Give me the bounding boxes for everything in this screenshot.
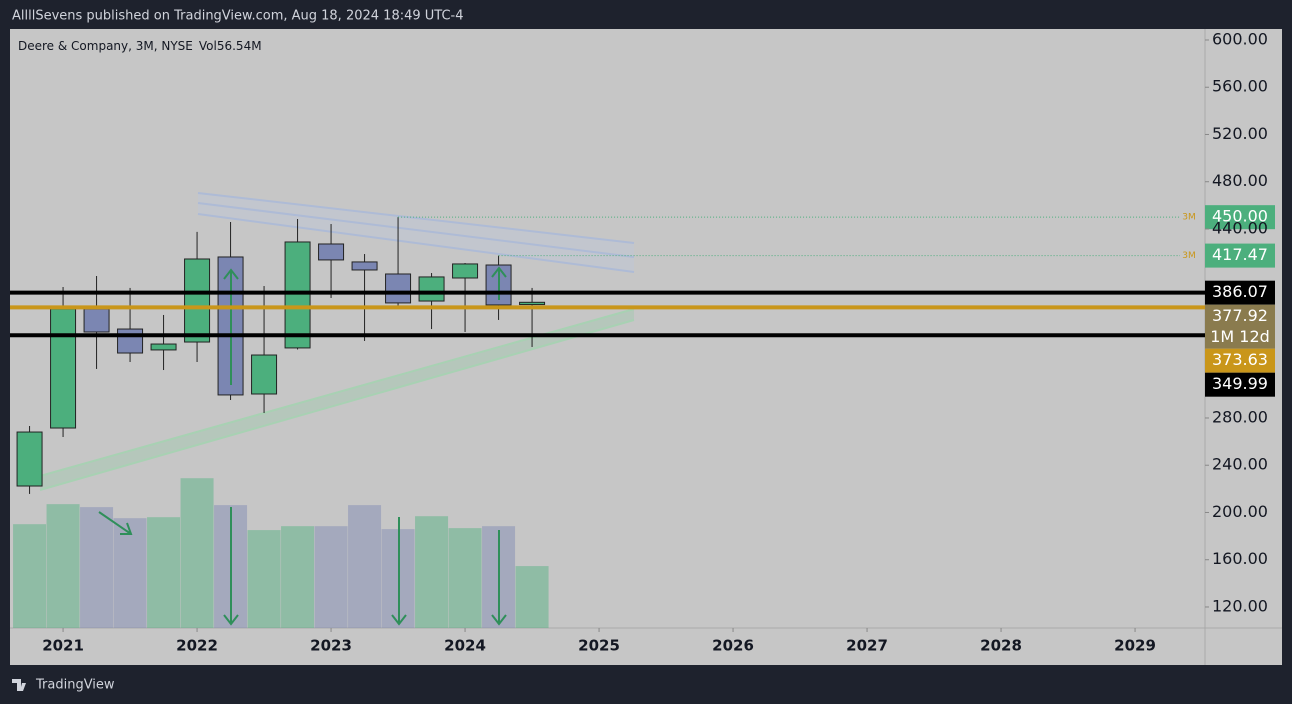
candle-body [519,301,546,306]
y-tick-label: 600.00 [1212,29,1268,48]
arrow [491,530,507,626]
volume-bar [147,517,181,628]
x-tick-label: 2025 [578,637,620,655]
volume-bar [13,524,47,628]
x-tick-label: 2027 [846,637,888,655]
volume-bar [515,566,549,628]
volume-bar [46,504,80,628]
candle-body [184,258,211,343]
volume-bar [281,526,315,628]
brand-logo [12,679,26,691]
level-tag: 3M [1182,213,1196,223]
volume-bar [80,507,114,628]
y-tick-label: 280.00 [1212,407,1268,426]
candle-body [385,273,412,304]
candle-body [318,243,345,261]
y-tick-label: 120.00 [1212,596,1268,615]
price-label: 349.99 [1212,374,1268,393]
price-label: 373.63 [1212,350,1268,369]
level-tag: 3M [1182,251,1196,261]
arrow [223,507,239,626]
arrow [223,268,239,385]
volume-bar [180,478,214,628]
x-tick-label: 2022 [176,637,218,655]
y-tick-label: 200.00 [1212,502,1268,521]
countdown-label: 1M 12d [1210,327,1270,346]
chart-title: Deere & Company, 3M, NYSE Vol56.54M [18,39,262,53]
candle-body [83,308,110,333]
volume-pane [13,478,549,628]
publish-info: AllllSevens published on TradingView.com… [12,9,464,24]
volume-last: 56.54M [217,39,262,53]
price-label-box [1205,280,1275,305]
candle-body [50,308,77,429]
y-tick-label: 440.00 [1212,218,1268,237]
x-tick-label: 2026 [712,637,754,655]
volume-bar [247,530,281,628]
arrows [98,266,507,626]
price-lines: 3M 450.00 3M 417.47 386.07 377.92 1M 12d 373.63… [10,205,1275,397]
trend-line [197,202,635,258]
x-tick-label: 2021 [42,637,84,655]
price-label: 377.92 [1212,306,1268,325]
volume-bar [448,528,482,628]
candle-body [418,276,445,302]
y-tick-label: 480.00 [1212,171,1268,190]
candle-body [351,261,378,271]
y-tick-label: 520.00 [1212,124,1268,143]
y-tick-label: 560.00 [1212,77,1268,96]
volume-bar [348,505,382,628]
x-tick-label: 2028 [980,637,1022,655]
channel-fill [40,309,634,490]
candle-body [117,328,144,354]
price-label-box [1205,304,1275,349]
price-label-box [1205,348,1275,373]
price-label: 450.00 [1212,207,1268,226]
volume-name: Vol [199,39,217,53]
brand: TradingView [35,678,115,693]
candle-body [16,431,43,487]
x-tick-label: 2024 [444,637,486,655]
candle-body [150,343,177,351]
arrow [391,517,407,626]
volume-bar [415,516,449,628]
price-label-box [1205,243,1275,268]
price-label-box [1205,372,1275,397]
volume-bar [314,526,348,628]
channel-fill [198,193,634,272]
price-label-box [1205,205,1275,230]
y-tick-label: 160.00 [1212,549,1268,568]
arrow [98,511,133,535]
price-label: 417.47 [1212,245,1268,264]
candle-body [284,241,311,349]
trend-line [197,213,635,273]
y-tick-label: 240.00 [1212,455,1268,474]
candle-body [251,354,278,395]
price-label: 386.07 [1212,282,1268,301]
volume-bar [113,518,147,628]
x-tick-label: 2023 [310,637,352,655]
x-tick-label: 2029 [1114,637,1156,655]
symbol: Deere & Company, 3M, NYSE [18,39,193,53]
trend-line [39,319,635,491]
axes: 120.00 160.00 200.00 240.00 280.00 440.00 480.… [42,29,1268,654]
candle-body [452,263,479,279]
trend-line [197,192,635,244]
